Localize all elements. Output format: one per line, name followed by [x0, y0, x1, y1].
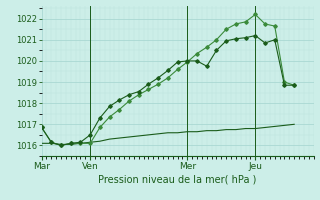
X-axis label: Pression niveau de la mer( hPa ): Pression niveau de la mer( hPa ) [99, 175, 257, 185]
